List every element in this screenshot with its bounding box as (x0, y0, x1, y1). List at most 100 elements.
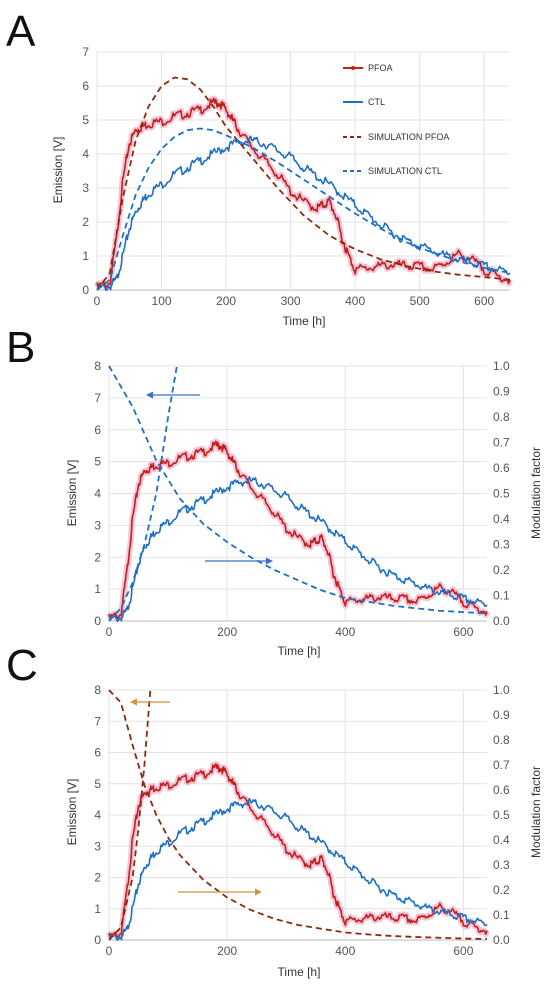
y-tick-label: 2 (82, 215, 89, 229)
x-tick-label: 200 (217, 944, 237, 958)
series-modulation-factor (108, 689, 488, 940)
panel-a-ylabel: Emission [V] (51, 137, 65, 204)
y2-tick-label: 0.0 (493, 933, 510, 947)
y-tick-label: 0 (94, 614, 101, 628)
x-tick-label: 200 (216, 294, 236, 308)
y2-tick-label: 0.3 (493, 538, 510, 552)
y-tick-label: 7 (94, 391, 101, 405)
y2-tick-label: 0.4 (493, 512, 510, 526)
y2-tick-label: 0.9 (493, 708, 510, 722)
y2-tick-label: 0.1 (493, 589, 510, 603)
legend-ctl-label: CTL (368, 97, 385, 107)
x-tick-label: 0 (94, 294, 101, 308)
y2-tick-label: 1.0 (493, 359, 510, 373)
x-tick-label: 300 (281, 294, 301, 308)
x-tick-label: 400 (335, 944, 355, 958)
y-tick-label: 1 (94, 582, 101, 596)
y2-tick-label: 0.1 (493, 908, 510, 922)
panel-c-grid (108, 689, 487, 941)
x-tick-label: 400 (335, 625, 355, 639)
legend-sim-ctl-label: SIMULATION CTL (368, 166, 442, 176)
y2-tick-label: 0.5 (493, 808, 510, 822)
y-tick-label: 3 (94, 518, 101, 532)
panel-b-xlabel: Time [h] (278, 644, 321, 658)
series-ctl (96, 135, 511, 292)
y2-tick-label: 0.8 (493, 410, 510, 424)
series-pfoa (96, 97, 511, 289)
y-tick-label: 7 (82, 45, 89, 59)
y-tick-label: 7 (94, 714, 101, 728)
panel-label-a: A (6, 7, 36, 56)
panel-b-grid (108, 365, 487, 622)
series-ctl (108, 476, 488, 623)
y-tick-label: 5 (94, 777, 101, 791)
y2-tick-label: 0.2 (493, 883, 510, 897)
panel-a: A 0 100 200 300 400 500 600 0 1 2 3 4 5 6 7 Time [h] E… (6, 7, 513, 328)
series-pfoa-glow (94, 95, 513, 291)
y-tick-label: 2 (94, 871, 101, 885)
y-tick-label: 3 (82, 181, 89, 195)
y-tick-label: 3 (94, 839, 101, 853)
series-modulation-factor (108, 365, 488, 615)
panel-b: B 0 200 400 6000123456780.00.10.20.30.40.50… (6, 323, 543, 658)
x-tick-label: 600 (474, 294, 494, 308)
y2-tick-label: 0.7 (493, 436, 510, 450)
x-tick-label: 400 (345, 294, 365, 308)
y-tick-label: 6 (82, 79, 89, 93)
y2-tick-label: 0.0 (493, 614, 510, 628)
y-tick-label: 2 (94, 550, 101, 564)
y-tick-label: 6 (94, 423, 101, 437)
y2-tick-label: 1.0 (493, 683, 510, 697)
y2-tick-label: 0.6 (493, 783, 510, 797)
panel-b-ylabel: Emission [V] (65, 460, 79, 527)
series-pfoa-glow (106, 438, 490, 622)
series-sim-pfoa (96, 76, 511, 291)
y-tick-label: 1 (82, 249, 89, 263)
y-tick-label: 5 (82, 113, 89, 127)
legend-sim-pfoa-label: SIMULATION PFOA (368, 132, 449, 142)
panel-a-grid (96, 51, 510, 291)
panel-b-y2label: Modulation factor (529, 447, 543, 539)
panel-a-xlabel: Time [h] (283, 314, 326, 328)
y2-tick-label: 0.6 (493, 461, 510, 475)
y-tick-label: 0 (82, 283, 89, 297)
panel-b-series (106, 365, 490, 623)
y2-tick-label: 0.7 (493, 758, 510, 772)
y-tick-label: 4 (94, 487, 101, 501)
x-tick-label: 600 (453, 625, 473, 639)
panel-c-ticks: 0 200 400 600 0 1 2 3 4 5 6 7 8 0.0 0.1 0.2 0.3 0.4 0.5 0.6… (94, 683, 510, 958)
panel-a-series (94, 76, 513, 292)
x-tick-label: 600 (453, 944, 473, 958)
y2-tick-label: 0.3 (493, 858, 510, 872)
arrow-left-b-head (146, 391, 153, 399)
series-modulation-factor (108, 689, 152, 941)
panel-a-legend: PFOA CTL SIMULATION PFOA SIMULATION CTL (343, 63, 449, 176)
y-tick-label: 8 (94, 683, 101, 697)
y-tick-label: 6 (94, 746, 101, 760)
series-modulation-factor (108, 365, 178, 622)
panel-c: C 0 200 400 6000123456780.00.10.20.30.40.50… (6, 641, 543, 979)
y-tick-label: 4 (94, 808, 101, 822)
panel-c-ylabel: Emission [V] (65, 779, 79, 846)
series-pfoa-glow (106, 760, 490, 941)
panel-b-ticks: 0 200 400 600 0 1 2 3 4 5 6 7 8 0.0 0.1 0.2 0.3 0.4 0.5 0.6… (94, 359, 510, 639)
panel-label-b: B (6, 323, 35, 372)
x-tick-label: 500 (410, 294, 430, 308)
y2-tick-label: 0.4 (493, 833, 510, 847)
panel-c-series (106, 689, 490, 942)
series-sim-ctl (96, 127, 511, 291)
legend-pfoa-marker (351, 66, 355, 70)
y-tick-label: 5 (94, 455, 101, 469)
y2-tick-label: 0.9 (493, 385, 510, 399)
series-pfoa (108, 763, 488, 939)
series-ctl (108, 797, 488, 942)
series-pfoa (108, 440, 488, 620)
panel-c-xlabel: Time [h] (278, 965, 321, 979)
panel-b-arrows (146, 391, 273, 565)
panel-label-c: C (6, 641, 38, 690)
x-tick-label: 0 (106, 944, 113, 958)
panel-c-y2label: Modulation factor (529, 766, 543, 858)
panel-a-ticks: 0 100 200 300 400 500 600 0 1 2 3 4 5 6 7 (82, 45, 494, 308)
arrow-left-c-head (130, 698, 137, 706)
